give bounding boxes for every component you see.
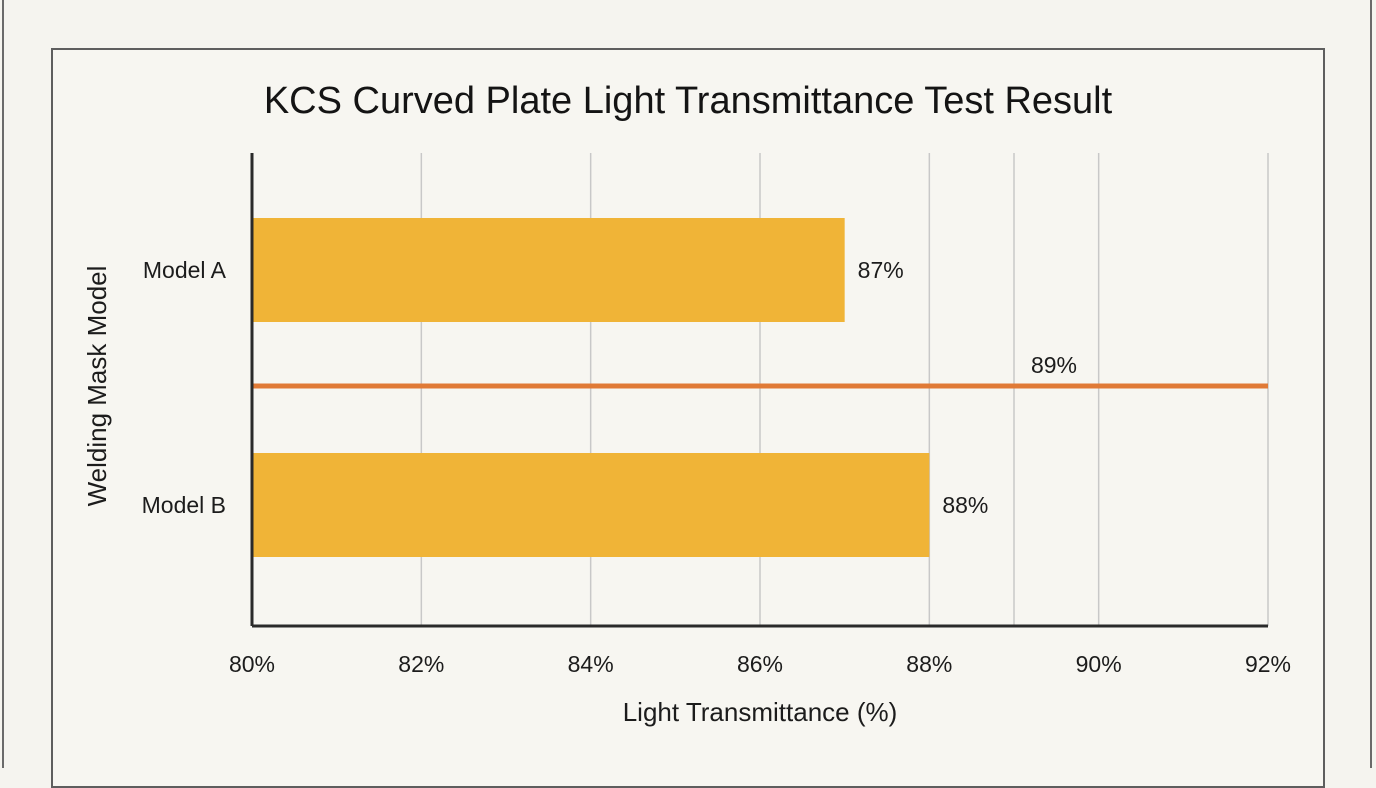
labels: Model A 87% Model B 88% 80% 82% 84% 86% 88% 90% 92… bbox=[142, 257, 1291, 677]
bars bbox=[252, 218, 930, 557]
x-tick-label: 80% bbox=[229, 651, 275, 677]
bar-model-b bbox=[252, 453, 930, 557]
data-label: 87% bbox=[858, 257, 904, 283]
x-tick-label: 86% bbox=[737, 651, 783, 677]
outer-frame bbox=[2, 0, 1372, 768]
x-tick-label: 90% bbox=[1076, 651, 1122, 677]
chart-title: KCS Curved Plate Light Transmittance Tes… bbox=[264, 80, 1113, 122]
category-label: Model A bbox=[143, 257, 227, 283]
x-tick-label: 92% bbox=[1245, 651, 1291, 677]
bar-chart: KCS Curved Plate Light Transmittance Tes… bbox=[82, 80, 1291, 727]
x-tick-label: 88% bbox=[906, 651, 952, 677]
reference-line-group: 89% bbox=[252, 352, 1268, 389]
reference-line-label: 89% bbox=[1031, 352, 1077, 378]
bar-model-a bbox=[252, 218, 845, 322]
chart-panel bbox=[51, 48, 1325, 788]
x-axis-title: Light Transmittance (%) bbox=[623, 697, 898, 727]
category-label: Model B bbox=[142, 492, 226, 518]
x-tick-label: 84% bbox=[568, 651, 614, 677]
data-label: 88% bbox=[942, 492, 988, 518]
x-tick-label: 82% bbox=[398, 651, 444, 677]
y-axis-title: Welding Mask Model bbox=[82, 266, 112, 507]
axes bbox=[250, 153, 1268, 628]
